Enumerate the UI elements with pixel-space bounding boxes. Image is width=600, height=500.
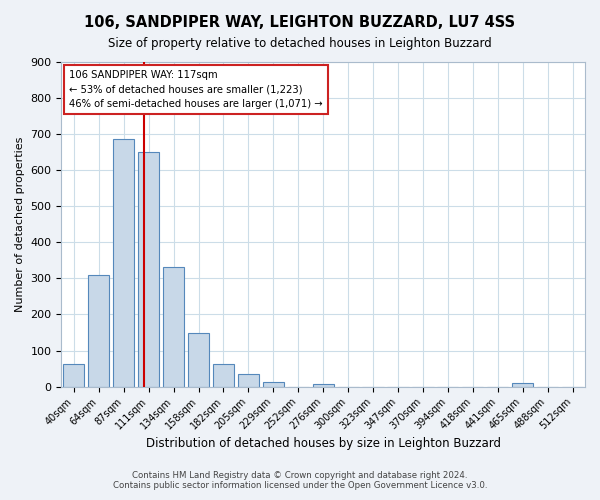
Bar bbox=[88, 274, 109, 386]
Bar bbox=[163, 268, 184, 386]
Bar bbox=[113, 139, 134, 386]
Text: Contains HM Land Registry data © Crown copyright and database right 2024.
Contai: Contains HM Land Registry data © Crown c… bbox=[113, 470, 487, 490]
Text: 106 SANDPIPER WAY: 117sqm
← 53% of detached houses are smaller (1,223)
46% of se: 106 SANDPIPER WAY: 117sqm ← 53% of detac… bbox=[69, 70, 323, 109]
Text: 106, SANDPIPER WAY, LEIGHTON BUZZARD, LU7 4SS: 106, SANDPIPER WAY, LEIGHTON BUZZARD, LU… bbox=[85, 15, 515, 30]
Bar bbox=[213, 364, 234, 386]
Bar bbox=[188, 332, 209, 386]
Y-axis label: Number of detached properties: Number of detached properties bbox=[15, 136, 25, 312]
Text: Size of property relative to detached houses in Leighton Buzzard: Size of property relative to detached ho… bbox=[108, 38, 492, 51]
Bar bbox=[138, 152, 159, 386]
Bar bbox=[238, 374, 259, 386]
Bar bbox=[512, 383, 533, 386]
Bar bbox=[313, 384, 334, 386]
Bar bbox=[63, 364, 85, 386]
Bar bbox=[263, 382, 284, 386]
X-axis label: Distribution of detached houses by size in Leighton Buzzard: Distribution of detached houses by size … bbox=[146, 437, 501, 450]
